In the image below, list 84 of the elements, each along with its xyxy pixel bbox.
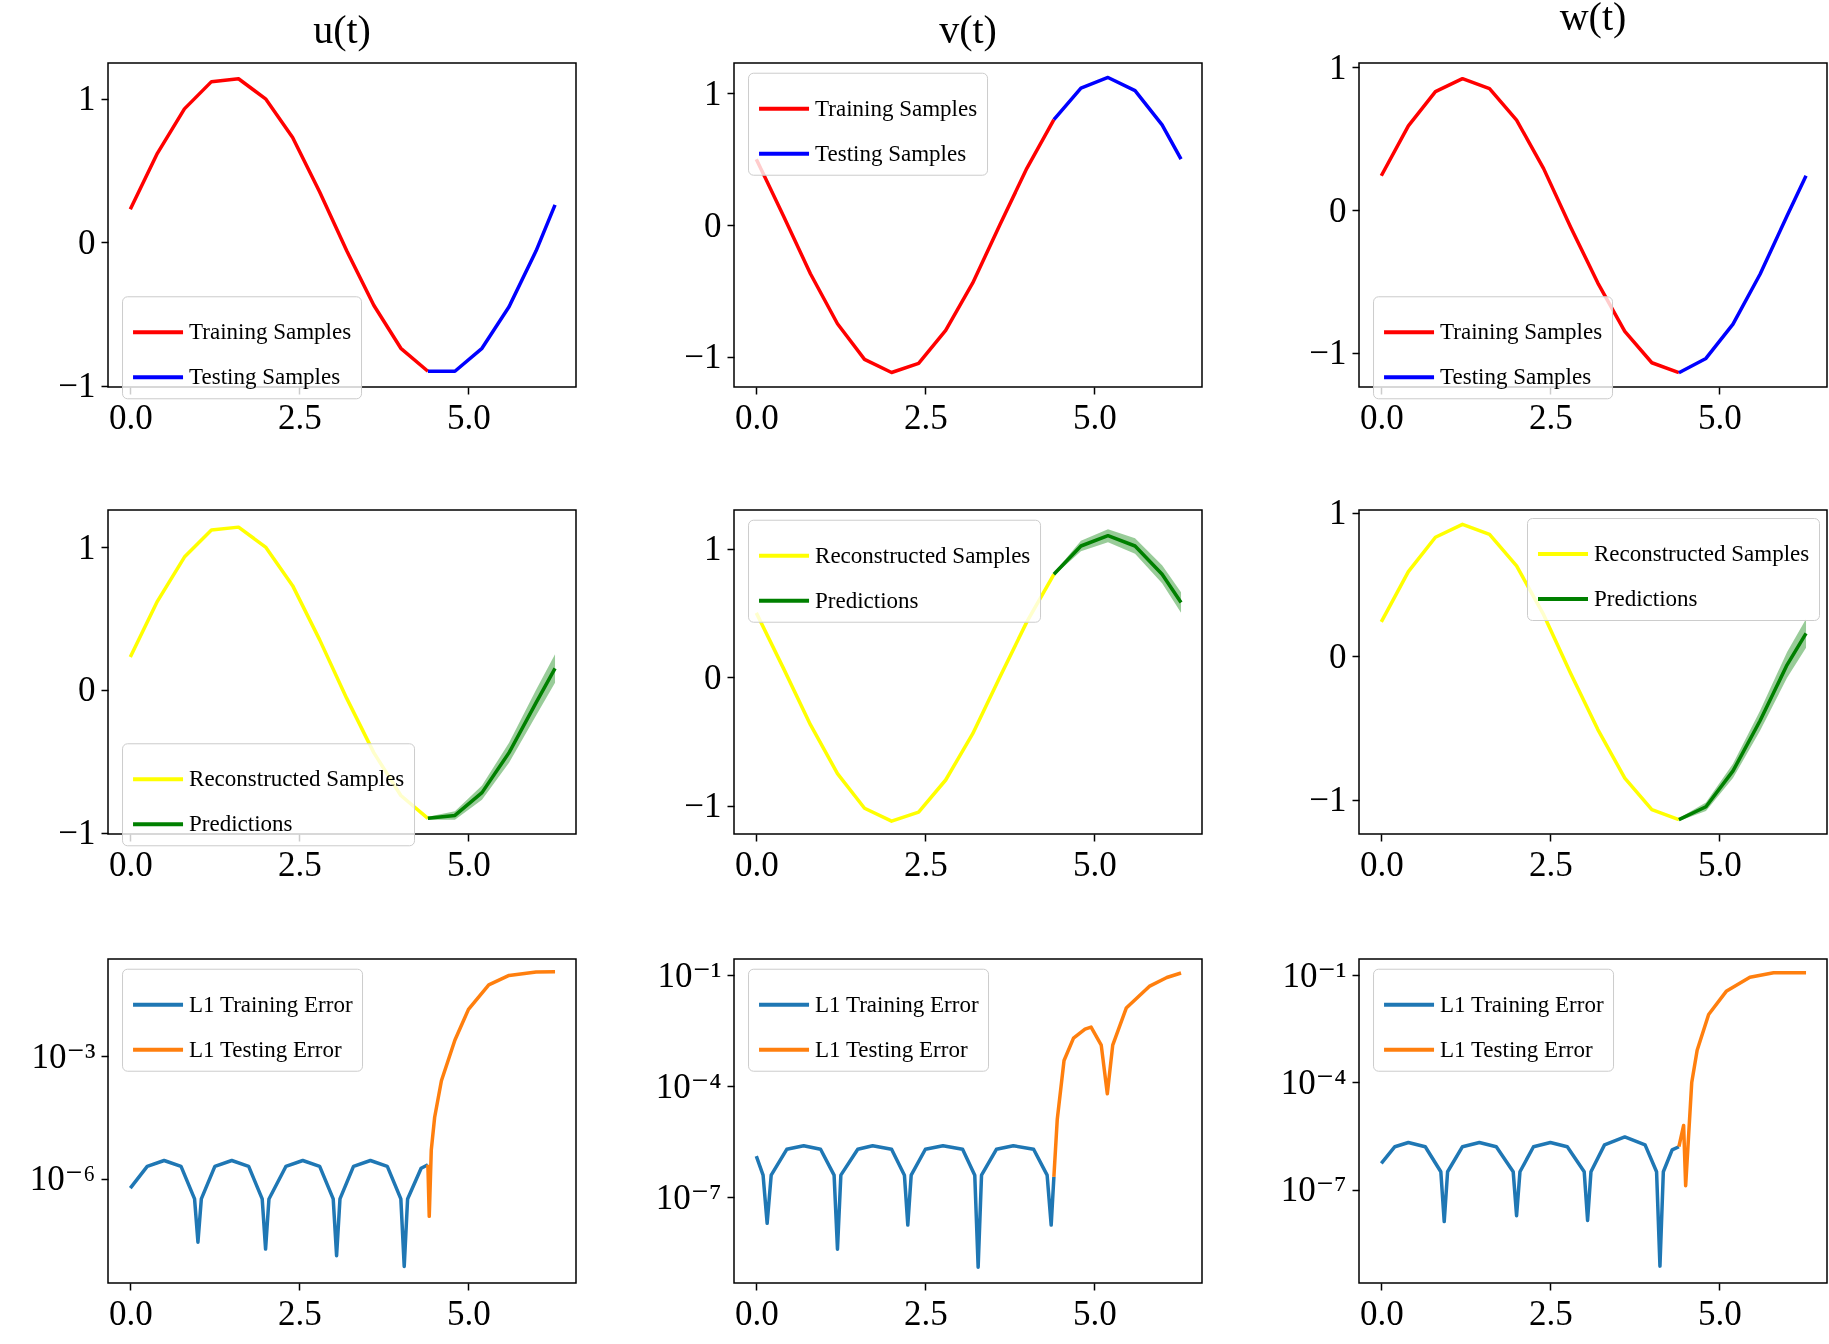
legend-label: Reconstructed Samples [815, 542, 1031, 568]
y-tick-label: 10⁻⁷ [655, 1177, 722, 1217]
y-tick-label: 0 [78, 222, 96, 262]
x-tick-label: 0.0 [1359, 397, 1404, 437]
y-tick-label: 0 [1329, 636, 1347, 676]
y-tick-label: −1 [684, 786, 722, 826]
y-tick-label: −1 [58, 366, 96, 406]
y-tick-label: 10⁻³ [31, 1036, 96, 1076]
chart-title: v(t) [939, 7, 997, 52]
x-tick-label: 2.5 [278, 844, 322, 884]
legend-label: L1 Training Error [189, 991, 353, 1017]
line-series [1677, 174, 1808, 375]
y-tick-label: 1 [1329, 47, 1347, 87]
y-tick-label: 10⁻⁴ [655, 1066, 722, 1106]
legend-label: Predictions [189, 811, 293, 837]
x-tick-label: 0.0 [108, 397, 153, 437]
y-tick-label: −1 [1309, 780, 1347, 820]
y-tick-label: 1 [704, 73, 722, 113]
x-tick-label: 0.0 [108, 844, 153, 884]
legend-label: Training Samples [815, 95, 978, 121]
y-tick-label: 1 [1329, 493, 1347, 533]
x-tick-label: 0.0 [1359, 1293, 1404, 1333]
line-series [1052, 75, 1183, 161]
line-series [1052, 533, 1183, 605]
y-tick-label: −1 [684, 337, 722, 377]
y-tick-label: 1 [704, 529, 722, 569]
x-tick-label: 5.0 [447, 844, 491, 884]
x-tick-label: 2.5 [278, 1293, 322, 1333]
legend-label: Testing Samples [189, 364, 341, 390]
line-series [128, 1158, 430, 1269]
x-tick-label: 5.0 [1073, 397, 1117, 437]
y-tick-label: 10⁻¹ [1282, 955, 1347, 995]
y-tick-label: 10⁻⁷ [1280, 1170, 1347, 1210]
x-tick-label: 5.0 [1073, 844, 1117, 884]
legend-label: L1 Training Error [815, 991, 979, 1017]
legend-label: L1 Testing Error [815, 1036, 968, 1062]
x-tick-label: 5.0 [1698, 844, 1742, 884]
x-tick-label: 0.0 [734, 1293, 779, 1333]
line-series [1677, 971, 1808, 1188]
x-tick-label: 2.5 [904, 844, 948, 884]
line-series [426, 203, 557, 373]
x-tick-label: 2.5 [278, 397, 322, 437]
x-tick-label: 5.0 [447, 397, 491, 437]
x-tick-label: 2.5 [1529, 844, 1573, 884]
y-tick-label: −1 [58, 813, 96, 853]
legend-label: Training Samples [189, 319, 352, 345]
legend-label: Predictions [815, 587, 919, 613]
x-tick-label: 0.0 [108, 1293, 153, 1333]
y-tick-label: 10⁻⁶ [29, 1159, 96, 1199]
x-tick-label: 0.0 [734, 844, 779, 884]
y-tick-label: 10⁻⁴ [1280, 1062, 1347, 1102]
x-tick-label: 2.5 [1529, 1293, 1573, 1333]
x-tick-label: 5.0 [1698, 1293, 1742, 1333]
x-tick-label: 2.5 [904, 397, 948, 437]
legend-label: Testing Samples [1440, 364, 1592, 390]
y-tick-label: −1 [1309, 333, 1347, 373]
y-tick-label: 0 [704, 657, 722, 697]
x-tick-label: 2.5 [1529, 397, 1573, 437]
x-tick-label: 2.5 [904, 1293, 948, 1333]
y-tick-label: 1 [78, 527, 96, 567]
x-tick-label: 0.0 [734, 397, 779, 437]
line-series [426, 969, 557, 1219]
y-tick-label: 0 [78, 670, 96, 710]
legend-label: L1 Testing Error [189, 1036, 342, 1062]
legend-label: Reconstructed Samples [1594, 541, 1810, 566]
line-series [1052, 971, 1183, 1179]
legend-label: L1 Training Error [1440, 991, 1604, 1017]
chart-title: u(t) [313, 7, 371, 52]
x-tick-label: 0.0 [1359, 844, 1404, 884]
x-tick-label: 5.0 [1073, 1293, 1117, 1333]
x-tick-label: 5.0 [1698, 397, 1742, 437]
legend-label: Testing Samples [815, 140, 967, 166]
legend-label: Predictions [1594, 586, 1698, 611]
legend-label: L1 Testing Error [1440, 1036, 1593, 1062]
x-tick-label: 5.0 [447, 1293, 491, 1333]
legend-label: Training Samples [1440, 319, 1603, 345]
chart-title: w(t) [1559, 0, 1627, 40]
y-tick-label: 0 [1329, 190, 1347, 230]
legend-label: Reconstructed Samples [189, 766, 405, 792]
y-tick-label: 1 [78, 79, 96, 119]
line-series [754, 1143, 1056, 1270]
y-tick-label: 0 [704, 205, 722, 245]
line-series [1379, 1135, 1681, 1268]
y-tick-label: 10⁻¹ [657, 955, 722, 995]
